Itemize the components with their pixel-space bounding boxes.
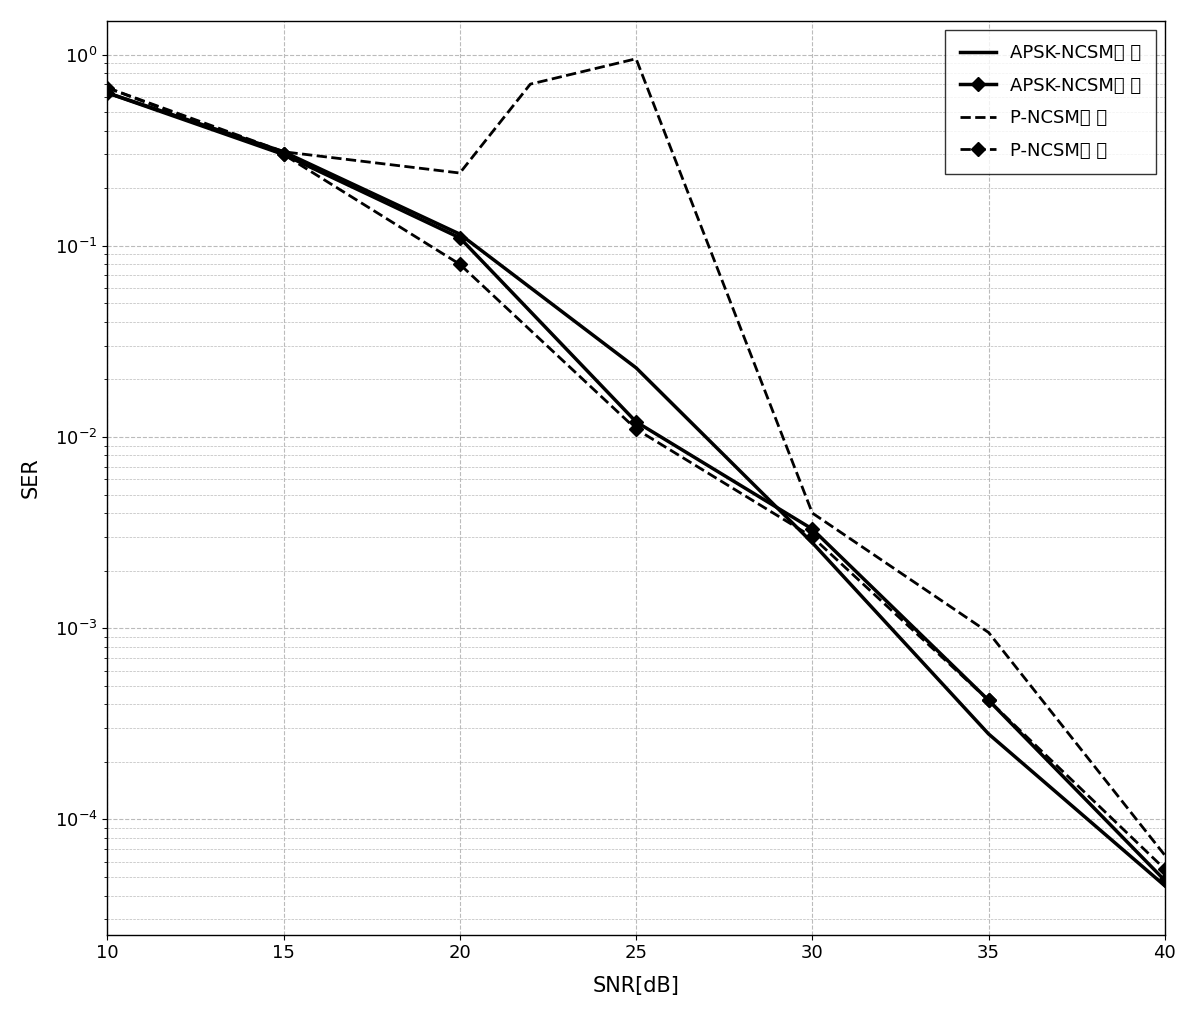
P-NCSM理 论: [982, 626, 996, 639]
APSK-NCSM仿 真: [982, 695, 996, 707]
Line: P-NCSM仿 真: P-NCSM仿 真: [103, 83, 1169, 874]
APSK-NCSM理 论: [982, 728, 996, 740]
P-NCSM理 论: [277, 145, 291, 158]
P-NCSM理 论: [452, 167, 467, 179]
Line: P-NCSM理 论: P-NCSM理 论: [108, 59, 1165, 855]
APSK-NCSM理 论: [806, 537, 820, 549]
P-NCSM理 论: [523, 78, 537, 91]
P-NCSM理 论: [101, 81, 115, 94]
P-NCSM仿 真: [806, 531, 820, 543]
APSK-NCSM理 论: [101, 86, 115, 99]
APSK-NCSM仿 真: [101, 86, 115, 99]
P-NCSM仿 真: [277, 148, 291, 161]
Line: APSK-NCSM理 论: APSK-NCSM理 论: [108, 93, 1165, 886]
P-NCSM仿 真: [982, 695, 996, 707]
Y-axis label: SER: SER: [20, 458, 41, 498]
APSK-NCSM仿 真: [277, 148, 291, 161]
APSK-NCSM理 论: [277, 145, 291, 158]
P-NCSM理 论: [628, 53, 643, 65]
APSK-NCSM仿 真: [1157, 875, 1172, 887]
P-NCSM理 论: [1157, 849, 1172, 861]
APSK-NCSM理 论: [628, 362, 643, 374]
Line: APSK-NCSM仿 真: APSK-NCSM仿 真: [103, 88, 1169, 885]
APSK-NCSM理 论: [1157, 880, 1172, 892]
P-NCSM仿 真: [452, 258, 467, 271]
P-NCSM仿 真: [628, 423, 643, 435]
APSK-NCSM理 论: [452, 228, 467, 240]
P-NCSM仿 真: [1157, 863, 1172, 876]
APSK-NCSM仿 真: [806, 523, 820, 535]
Legend: APSK-NCSM理 论, APSK-NCSM仿 真, P-NCSM理 论, P-NCSM仿 真: APSK-NCSM理 论, APSK-NCSM仿 真, P-NCSM理 论, P…: [946, 29, 1156, 174]
APSK-NCSM仿 真: [628, 416, 643, 428]
P-NCSM仿 真: [101, 81, 115, 94]
X-axis label: SNR[dB]: SNR[dB]: [593, 976, 680, 997]
P-NCSM理 论: [806, 506, 820, 519]
APSK-NCSM仿 真: [452, 232, 467, 244]
